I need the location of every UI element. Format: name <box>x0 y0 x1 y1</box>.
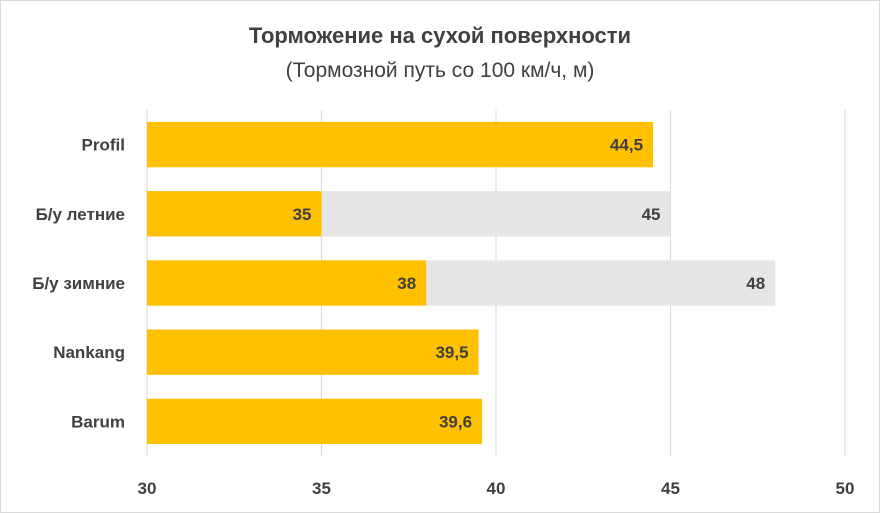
x-tick-label-40: 40 <box>487 479 506 498</box>
data-label-nankang-series-1: 39,5 <box>435 343 468 362</box>
bar-б-у-летние-series-1 <box>147 191 322 237</box>
bar-barum-series-1 <box>147 398 483 445</box>
x-tick-label-35: 35 <box>312 479 331 498</box>
x-tick-label-50: 50 <box>836 479 855 498</box>
category-label-barum: Barum <box>71 412 125 431</box>
data-label-б-у-зимние-series-2: 48 <box>746 274 765 293</box>
x-axis-tick-labels: 30 35 40 45 50 <box>138 479 855 498</box>
data-label-barum-series-1: 39,6 <box>439 412 472 431</box>
chart-title: Торможение на сухой поверхности <box>249 23 631 48</box>
category-label-б-у-летние: Б/у летние <box>36 205 125 224</box>
bar-profil-series-1 <box>147 121 654 168</box>
category-labels: Profil Б/у летние Б/у зимние Nankang Barum <box>32 136 125 432</box>
x-tick-label-30: 30 <box>138 479 157 498</box>
data-labels: 44,5 45 35 48 38 39,5 39,6 <box>293 136 766 432</box>
category-label-profil: Profil <box>82 136 125 155</box>
bar-nankang-series-1 <box>147 329 479 375</box>
category-label-б-у-зимние: Б/у зимние <box>32 274 125 293</box>
x-tick-label-45: 45 <box>661 479 680 498</box>
data-label-б-у-летние-series-2: 45 <box>642 205 661 224</box>
data-label-б-у-летние-series-1: 35 <box>293 205 312 224</box>
bars <box>147 121 776 445</box>
data-label-profil-series-1: 44,5 <box>610 136 643 155</box>
category-label-nankang: Nankang <box>53 343 125 362</box>
bar-б-у-зимние-series-1 <box>147 260 427 306</box>
chart-subtitle: (Тормозной путь со 100 км/ч, м) <box>286 59 595 82</box>
data-label-б-у-зимние-series-1: 38 <box>397 274 416 293</box>
